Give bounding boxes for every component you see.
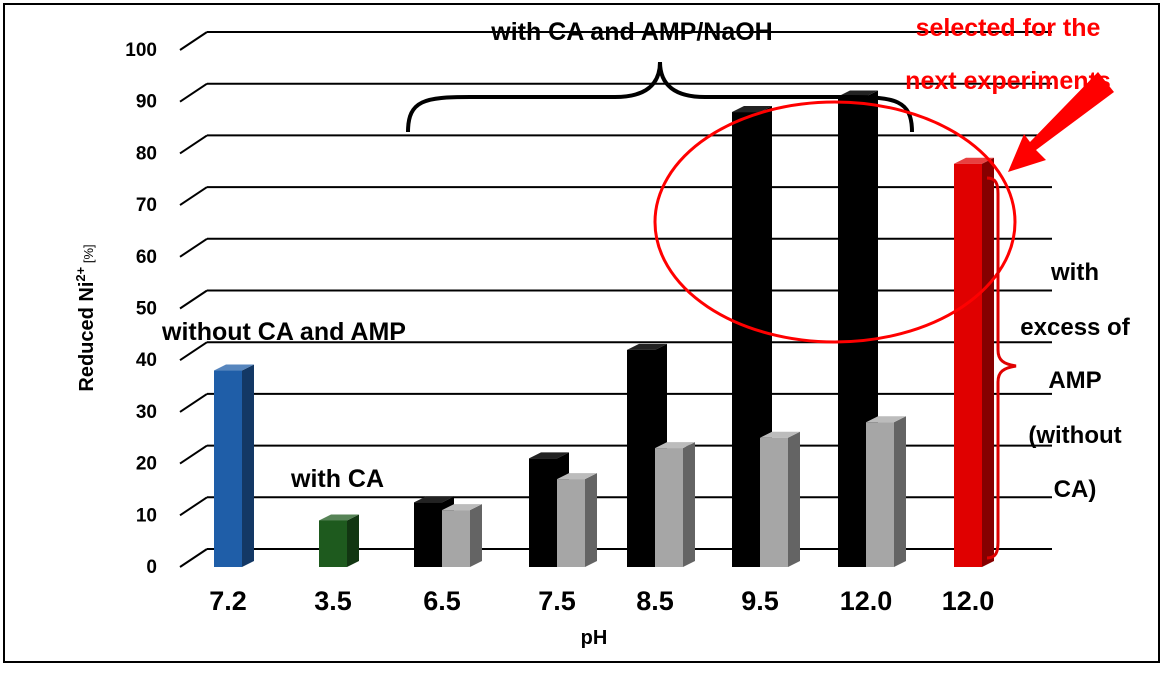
gridline-diag	[179, 31, 208, 51]
bar	[760, 431, 800, 567]
bar-side	[982, 157, 994, 568]
bar-front	[442, 510, 470, 567]
x-tick-label: 3.5	[314, 586, 352, 616]
gridline-diag	[179, 186, 208, 206]
annotation-excess-line: with	[1050, 259, 1099, 286]
annotation-selected-line2: next experiments	[905, 67, 1111, 95]
bar-front	[760, 437, 788, 567]
selection-arrow	[1008, 72, 1114, 172]
gridline-diag	[179, 289, 208, 310]
bar-top	[866, 416, 906, 423]
bar-top	[760, 431, 800, 438]
bar-front	[627, 349, 655, 567]
y-tick-label: 70	[136, 195, 157, 216]
gridline-diag	[179, 82, 208, 103]
bar-side	[585, 473, 597, 567]
bar	[442, 504, 482, 567]
y-tick-label: 90	[136, 92, 157, 113]
bar	[214, 364, 254, 567]
x-tick-labels: 7.2 3.5 6.5 7.5 8.5 9.5 12.0 12.0	[209, 586, 994, 616]
bar-front	[954, 163, 982, 568]
annotation-excess-line: AMP	[1048, 367, 1101, 394]
x-tick-label: 7.5	[538, 586, 576, 616]
bar-front	[529, 458, 557, 567]
y-tick-label: 100	[125, 40, 157, 61]
y-tick-label: 10	[136, 505, 157, 526]
gridline-diag	[179, 341, 208, 362]
y-tick-label: 60	[136, 247, 157, 268]
bar-top	[414, 496, 454, 503]
bar	[866, 416, 906, 567]
bar-top	[655, 442, 695, 449]
y-tick-label: 30	[136, 402, 157, 423]
bar	[319, 514, 359, 567]
y-axis-label-unit: [%]	[81, 244, 96, 266]
x-tick-label: 8.5	[636, 586, 674, 616]
x-tick-label: 7.2	[209, 586, 247, 616]
x-axis-label: pH	[581, 627, 608, 649]
y-axis-label-main: Reduced Ni	[76, 282, 98, 392]
bar-side	[683, 442, 695, 567]
annotation-selected-line1: selected for the	[916, 14, 1101, 42]
bar-front	[214, 370, 242, 567]
top-brace	[406, 61, 914, 133]
gridline-diag	[179, 237, 208, 258]
gridline-diag	[179, 393, 208, 413]
bars	[214, 90, 994, 568]
bar-top	[529, 452, 569, 459]
y-tick-labels: 0 10 20 30 40 50 60 70 80 90 100	[125, 40, 157, 578]
bar-front	[838, 96, 866, 567]
x-tick-label: 6.5	[423, 586, 461, 616]
bar-front	[557, 479, 585, 567]
bar-side	[347, 514, 359, 567]
bar-top	[319, 514, 359, 521]
bar-side	[788, 431, 800, 567]
selection-ellipse	[653, 100, 1017, 344]
y-tick-label: 0	[146, 557, 157, 578]
y-tick-label: 40	[136, 350, 157, 371]
annotation-top-group: with CA and AMP/NaOH	[490, 18, 772, 46]
x-tick-label: 12.0	[942, 586, 995, 616]
gridline-diag	[179, 134, 208, 155]
bar-top	[442, 504, 482, 511]
x-tick-label: 9.5	[741, 586, 779, 616]
bar-front	[655, 448, 683, 567]
side-brace	[986, 176, 1017, 560]
bar-top	[627, 343, 667, 350]
annotation-with-ca: with CA	[290, 465, 384, 493]
bar-top	[732, 106, 772, 113]
bar	[954, 157, 994, 568]
x-tick-label: 12.0	[840, 586, 893, 616]
annotation-without: without CA and AMP	[161, 318, 406, 346]
bar-top	[214, 364, 254, 371]
bar-front	[732, 112, 760, 567]
y-axis-label: Reduced Ni2+ [%]	[73, 244, 98, 391]
bar-front	[414, 502, 442, 567]
gridline-diag	[179, 496, 208, 517]
y-tick-label: 50	[136, 299, 157, 320]
annotation-excess-line: (without	[1028, 422, 1121, 449]
annotation-excess-line: excess of	[1020, 314, 1130, 341]
gridline-diag	[179, 548, 208, 568]
y-tick-label: 80	[136, 143, 157, 164]
bar	[557, 473, 597, 567]
annotation-excess: with excess of AMP (without CA)	[1020, 259, 1130, 503]
y-axis-label-sup: 2+	[73, 266, 88, 281]
bar-front	[866, 422, 894, 567]
bar-top	[557, 473, 597, 480]
bar-top	[954, 157, 994, 164]
bar-side	[470, 504, 482, 567]
bar	[655, 442, 695, 567]
bar-front	[319, 520, 347, 567]
bar-side	[894, 416, 906, 567]
bar-side	[242, 364, 254, 567]
y-tick-label: 20	[136, 454, 157, 475]
gridline-diag	[179, 444, 208, 465]
annotation-excess-line: CA)	[1054, 476, 1097, 503]
